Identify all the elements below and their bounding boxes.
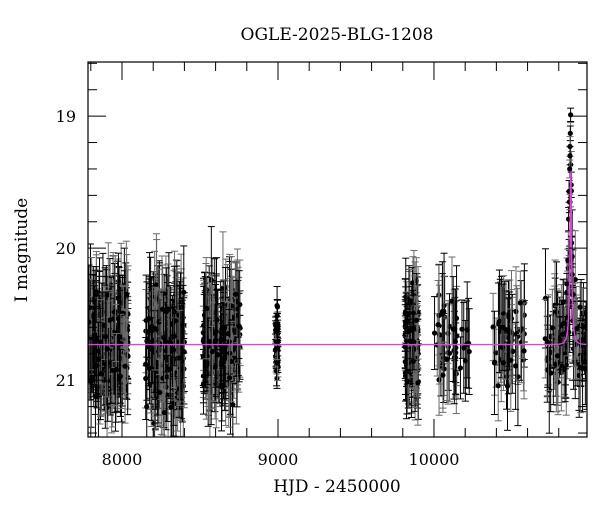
data-point (460, 302, 468, 394)
data-point (495, 269, 503, 373)
data-point (202, 257, 210, 360)
data-point (434, 279, 442, 370)
data-point (123, 254, 131, 335)
data-point (406, 302, 414, 360)
data-point (504, 341, 512, 431)
data-point (273, 345, 281, 381)
data-point (520, 302, 528, 400)
data-point (162, 311, 170, 373)
model-line (88, 171, 587, 346)
x-axis-tick-labels: 8000 9000 10000 (102, 450, 460, 469)
plot-frame (87, 61, 588, 438)
data-point (567, 107, 575, 122)
data-point (499, 283, 507, 371)
x-tick-label: 10000 (409, 450, 460, 469)
y-tick-label: 20 (56, 239, 76, 258)
axis-ticks (88, 62, 587, 437)
data-point (456, 336, 464, 400)
data-point (410, 313, 418, 371)
data-point (112, 333, 120, 406)
data-point (573, 299, 581, 358)
data-point (581, 318, 587, 406)
data-point (166, 285, 174, 400)
data-point (200, 285, 208, 393)
data-point (566, 159, 574, 179)
data-point (494, 350, 502, 422)
data-point (274, 332, 282, 352)
data-point (106, 291, 114, 349)
x-tick-label: 8000 (102, 450, 143, 469)
y-tick-label: 21 (56, 371, 76, 390)
data-point (461, 319, 469, 402)
y-axis-tick-labels: 19 20 21 (56, 107, 76, 390)
data-point (208, 301, 216, 402)
data-point (102, 291, 110, 382)
data-point (93, 335, 101, 395)
data-point (451, 288, 459, 395)
data-point (180, 245, 188, 340)
data-point (458, 299, 466, 359)
data-point (401, 350, 409, 395)
data-point (402, 292, 410, 335)
model-curve (88, 171, 587, 346)
data-point (435, 264, 443, 367)
data-point (160, 362, 168, 437)
data-point (88, 264, 93, 380)
data-point (212, 275, 220, 388)
data-point (91, 285, 99, 388)
data-point (439, 341, 447, 409)
data-point (221, 324, 229, 382)
data-point (170, 265, 178, 358)
data-point (465, 308, 473, 395)
data-point (516, 270, 524, 336)
data-point (155, 268, 163, 376)
data-point (96, 308, 104, 377)
data-point (178, 303, 186, 420)
data-point (577, 321, 585, 414)
data-point (412, 285, 420, 356)
data-point (231, 261, 239, 328)
data-point (409, 345, 417, 378)
data-point (236, 259, 244, 350)
y-tick-label: 19 (56, 107, 76, 126)
data-point (116, 349, 124, 404)
data-point (490, 310, 498, 416)
data-point (176, 309, 184, 407)
data-point (443, 317, 451, 401)
data-point (235, 270, 243, 383)
data-point (273, 286, 281, 326)
data-point (548, 288, 556, 367)
data-point (431, 296, 439, 371)
data-point (512, 321, 520, 410)
data-point (226, 337, 234, 418)
data-point (156, 359, 164, 426)
data-point (547, 333, 555, 413)
y-axis-label: I magnitude (12, 198, 32, 302)
data-point (562, 321, 570, 386)
data-point (160, 291, 168, 384)
data-point (553, 305, 561, 407)
data-points (88, 107, 587, 437)
data-point (151, 286, 159, 371)
x-tick-label: 9000 (258, 450, 299, 469)
data-point (116, 289, 124, 385)
chart-title: OGLE-2025-BLG-1208 (241, 25, 434, 45)
data-point (507, 308, 515, 412)
data-point (211, 284, 219, 398)
data-point (121, 308, 129, 424)
data-point (544, 296, 552, 388)
x-axis-label: HJD - 2450000 (273, 477, 401, 497)
